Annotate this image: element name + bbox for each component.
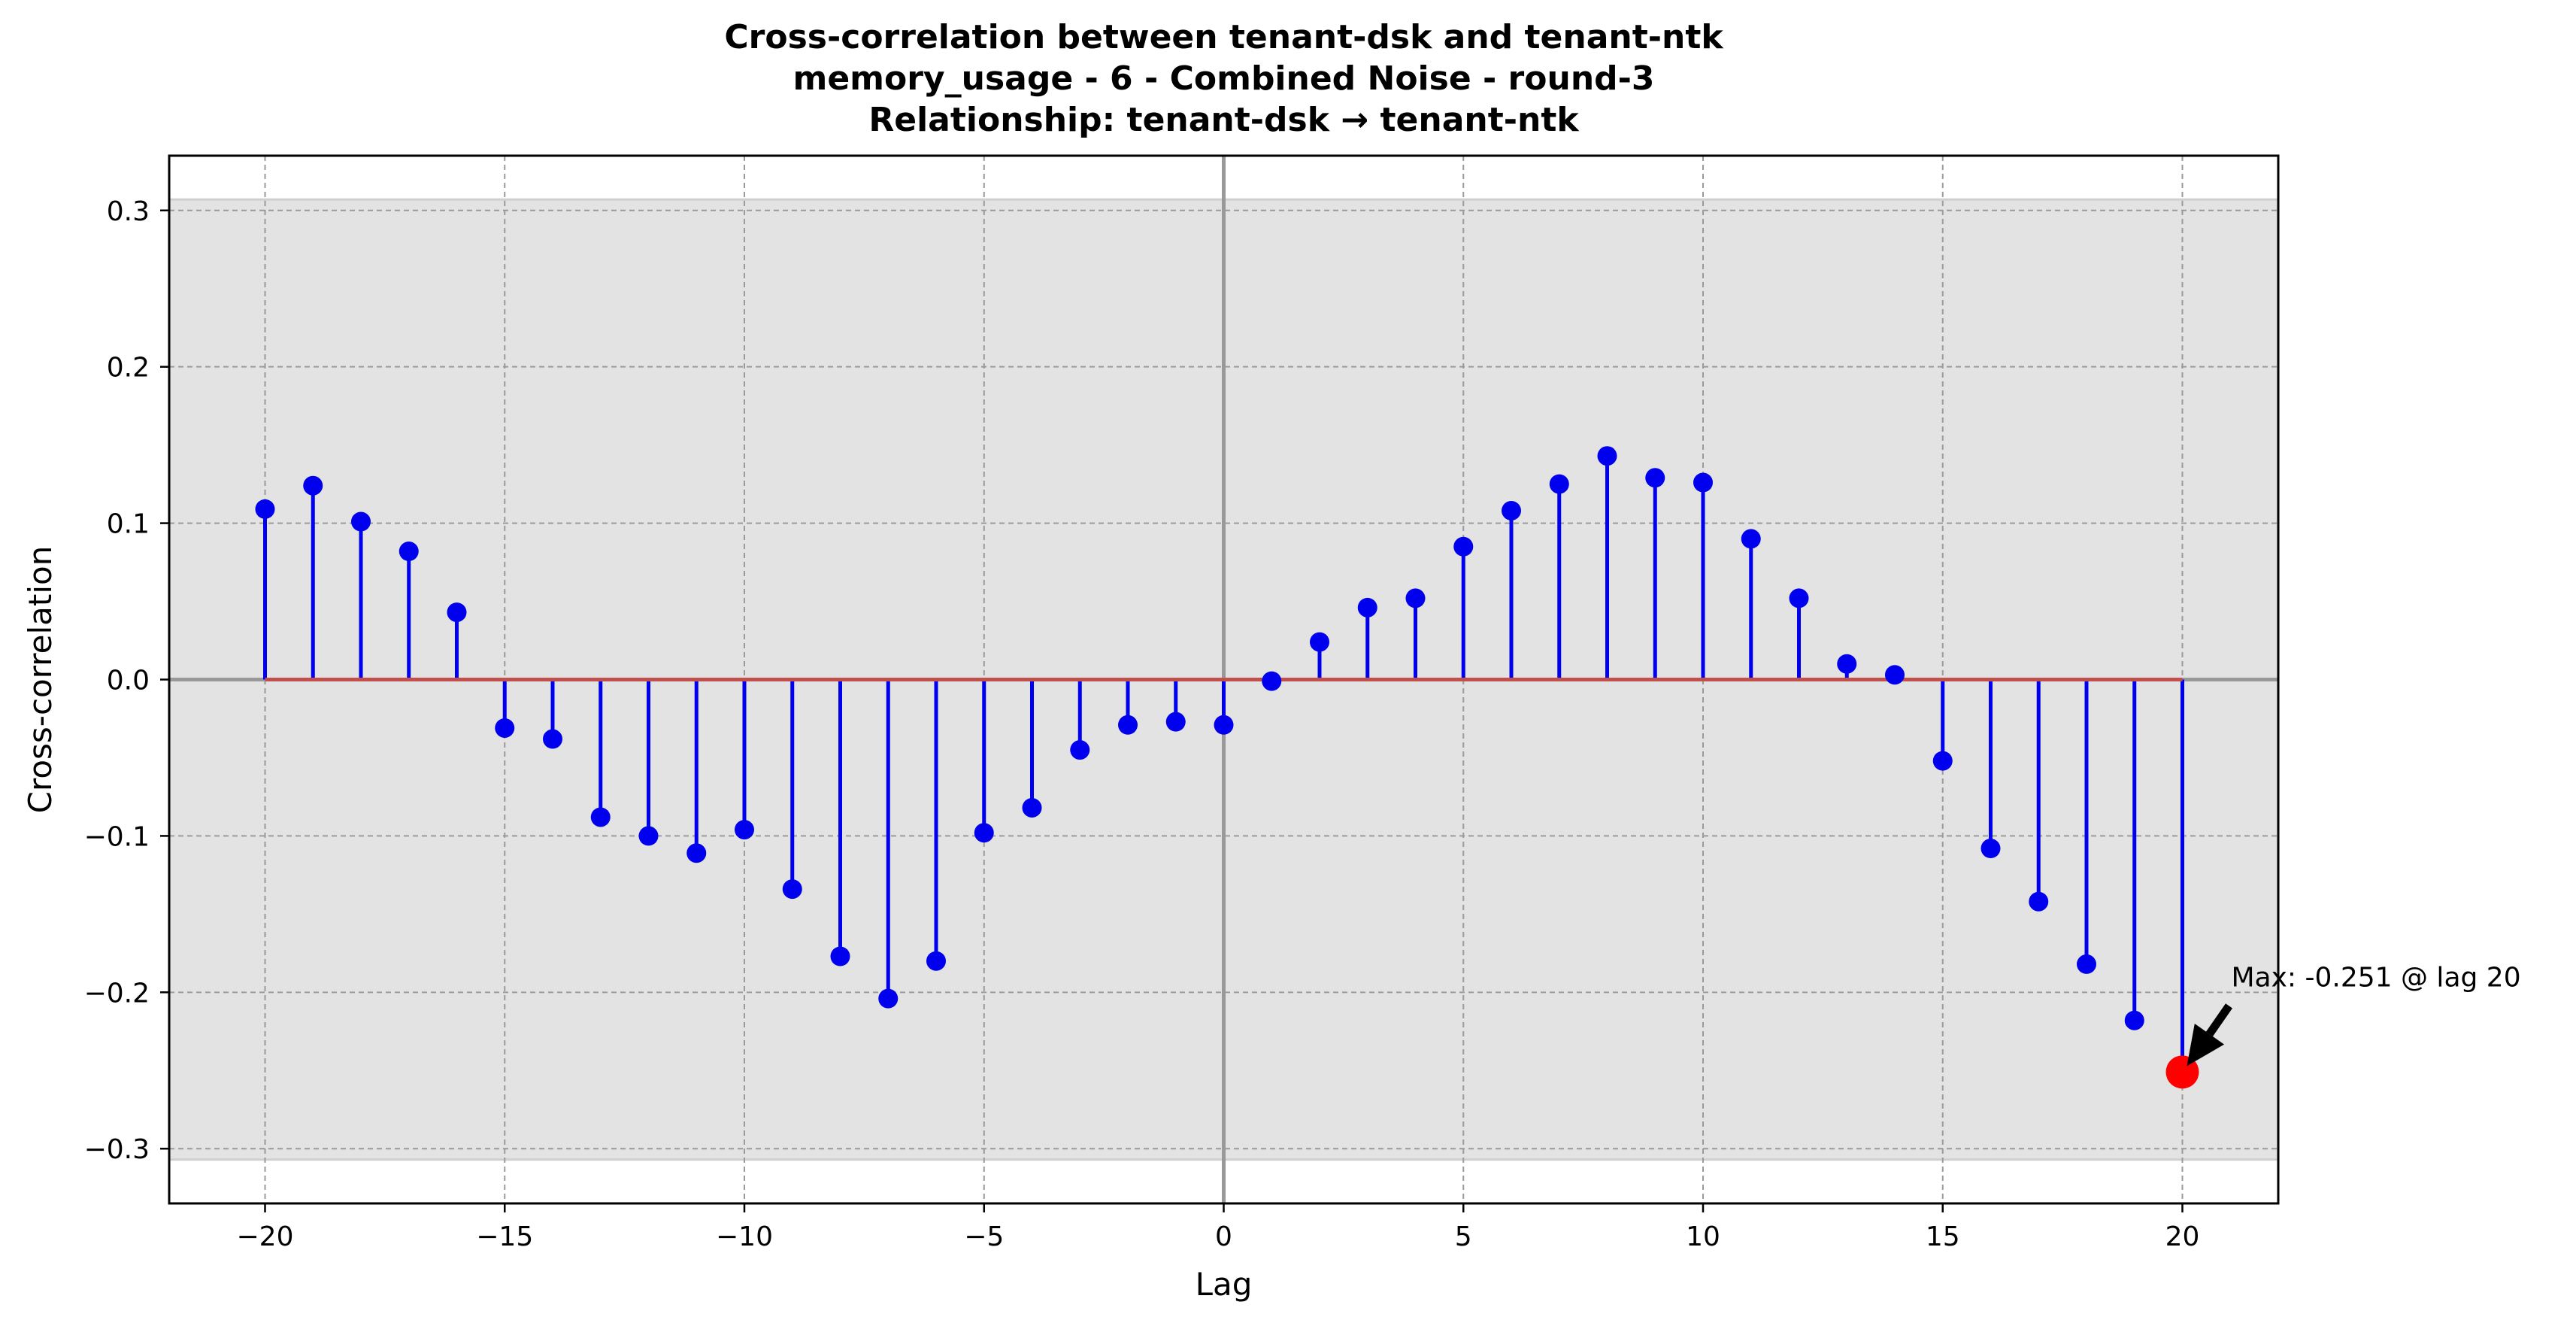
stem-marker (590, 807, 611, 827)
stem-marker (1214, 715, 1234, 735)
chart-title-line-2: memory_usage - 6 - Combined Noise - roun… (792, 59, 1654, 98)
x-tick-label: 10 (1686, 1221, 1720, 1252)
stem-marker (1070, 740, 1090, 760)
stem-marker (1022, 797, 1042, 818)
stem-marker (830, 946, 850, 966)
stem-marker (1310, 632, 1329, 652)
y-tick-label: −0.3 (84, 1134, 150, 1165)
stem-marker (782, 879, 802, 900)
y-tick-label: 0.0 (107, 666, 150, 696)
x-tick-label: −10 (716, 1221, 773, 1252)
annotation-arrow-head (2187, 1024, 2225, 1067)
stem-marker (1357, 597, 1377, 617)
y-axis-label: Cross-correlation (22, 546, 59, 814)
x-tick-label: 15 (1926, 1221, 1960, 1252)
annotation-arrow-shaft (2205, 1003, 2233, 1036)
stem-marker (1645, 468, 1665, 488)
stem-marker (1693, 472, 1713, 493)
stem-marker (686, 843, 707, 863)
stem-marker (543, 729, 562, 749)
stem-marker (495, 718, 515, 738)
stem-marker (974, 823, 994, 843)
stem-marker (1597, 446, 1617, 466)
y-tick-label: 0.2 (107, 353, 150, 384)
stem-marker (926, 951, 946, 971)
stem-marker (1837, 654, 1857, 674)
y-tick-label: −0.1 (84, 821, 150, 852)
stem-marker (303, 475, 323, 496)
x-tick-label: −15 (476, 1221, 533, 1252)
x-axis-label: Lag (1196, 1266, 1253, 1303)
x-tick-label: 0 (1215, 1221, 1232, 1252)
x-tick-label: −20 (237, 1221, 294, 1252)
stem-marker (2077, 954, 2096, 974)
y-tick-label: −0.2 (84, 978, 150, 1009)
stem-marker (1502, 500, 1521, 520)
stem-marker (1453, 536, 1474, 557)
y-tick-label: 0.3 (107, 196, 150, 227)
stem-marker (1789, 588, 1809, 608)
stem-marker (2029, 891, 2049, 912)
stem-marker (1165, 712, 1186, 732)
max-annotation-label: Max: -0.251 @ lag 20 (2232, 962, 2521, 993)
stem-marker (1549, 474, 1569, 494)
stem-marker (878, 988, 899, 1009)
stem-marker (447, 602, 467, 623)
stem-marker (351, 511, 371, 532)
stem-marker (399, 542, 419, 562)
stem-marker (1885, 665, 1905, 685)
stem-marker (1741, 529, 1761, 549)
stem-marker (735, 820, 754, 840)
x-tick-label: 5 (1455, 1221, 1472, 1252)
stem-marker (1262, 671, 1282, 691)
stem-marker (1932, 751, 1953, 771)
stem-marker (1980, 839, 2001, 859)
stem-marker (638, 826, 659, 846)
stem-marker (255, 499, 275, 519)
y-tick-label: 0.1 (107, 509, 150, 540)
stem-marker (1405, 588, 1426, 608)
stem-marker (1118, 715, 1138, 735)
x-tick-label: 20 (2165, 1221, 2200, 1252)
chart-title-line-3: Relationship: tenant-dsk → tenant-ntk (868, 101, 1580, 139)
stem-marker (2124, 1010, 2144, 1030)
chart-title-line-1: Cross-correlation between tenant-dsk and… (724, 18, 1724, 56)
x-tick-label: −5 (964, 1221, 1004, 1252)
